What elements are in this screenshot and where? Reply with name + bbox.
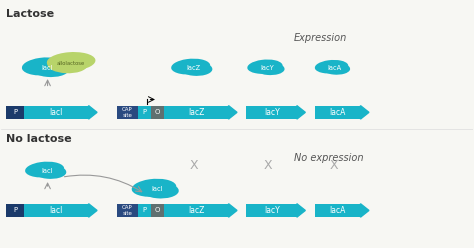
Text: lacI: lacI xyxy=(152,186,163,192)
FancyBboxPatch shape xyxy=(24,204,89,217)
Text: lacI: lacI xyxy=(42,64,53,71)
Text: lacI: lacI xyxy=(50,206,63,215)
Ellipse shape xyxy=(31,61,69,77)
Text: P: P xyxy=(142,207,146,214)
Text: lacY: lacY xyxy=(264,108,280,117)
Text: O: O xyxy=(155,207,160,214)
Ellipse shape xyxy=(140,182,179,198)
FancyBboxPatch shape xyxy=(137,106,151,119)
Polygon shape xyxy=(89,106,97,119)
FancyBboxPatch shape xyxy=(6,204,24,217)
FancyBboxPatch shape xyxy=(151,106,164,119)
Text: P: P xyxy=(13,109,17,115)
FancyBboxPatch shape xyxy=(117,204,137,217)
Polygon shape xyxy=(228,106,237,119)
Text: lacZ: lacZ xyxy=(187,64,201,71)
Text: lacI: lacI xyxy=(42,168,53,174)
FancyBboxPatch shape xyxy=(315,106,360,119)
Text: lacZ: lacZ xyxy=(188,108,204,117)
Text: P: P xyxy=(13,207,17,214)
Text: X: X xyxy=(330,159,338,172)
Polygon shape xyxy=(297,204,305,217)
FancyBboxPatch shape xyxy=(117,106,137,119)
Ellipse shape xyxy=(321,62,350,75)
Text: P: P xyxy=(142,109,146,115)
Ellipse shape xyxy=(179,61,212,76)
FancyBboxPatch shape xyxy=(164,204,228,217)
Text: lacA: lacA xyxy=(327,64,341,71)
Ellipse shape xyxy=(33,164,66,179)
Ellipse shape xyxy=(254,62,284,75)
Text: X: X xyxy=(189,159,198,172)
FancyBboxPatch shape xyxy=(24,106,89,119)
Polygon shape xyxy=(89,204,97,217)
Text: No lactose: No lactose xyxy=(6,134,72,144)
Ellipse shape xyxy=(132,179,176,197)
FancyBboxPatch shape xyxy=(246,106,297,119)
Text: X: X xyxy=(264,159,272,172)
Ellipse shape xyxy=(22,57,66,75)
Ellipse shape xyxy=(47,52,95,71)
Text: lacZ: lacZ xyxy=(188,206,204,215)
FancyBboxPatch shape xyxy=(315,204,360,217)
Text: lacA: lacA xyxy=(329,108,346,117)
Ellipse shape xyxy=(47,57,87,73)
FancyBboxPatch shape xyxy=(246,204,297,217)
Text: No expression: No expression xyxy=(293,153,363,163)
Polygon shape xyxy=(360,106,369,119)
Text: lacY: lacY xyxy=(261,64,274,71)
FancyBboxPatch shape xyxy=(164,106,228,119)
FancyBboxPatch shape xyxy=(6,106,24,119)
Text: allolactose: allolactose xyxy=(57,61,85,66)
Text: lacY: lacY xyxy=(264,206,280,215)
Text: CAP
site: CAP site xyxy=(122,205,133,216)
Polygon shape xyxy=(228,204,237,217)
Text: lacA: lacA xyxy=(329,206,346,215)
Text: lacI: lacI xyxy=(50,108,63,117)
Ellipse shape xyxy=(247,60,283,74)
Text: Expression: Expression xyxy=(293,33,347,43)
Text: CAP
site: CAP site xyxy=(122,107,133,118)
Ellipse shape xyxy=(315,60,348,73)
Text: Lactose: Lactose xyxy=(6,9,54,19)
FancyBboxPatch shape xyxy=(137,204,151,217)
Polygon shape xyxy=(360,204,369,217)
Text: O: O xyxy=(155,109,160,115)
FancyBboxPatch shape xyxy=(151,204,164,217)
Ellipse shape xyxy=(25,162,64,178)
Ellipse shape xyxy=(171,59,210,74)
Polygon shape xyxy=(297,106,305,119)
